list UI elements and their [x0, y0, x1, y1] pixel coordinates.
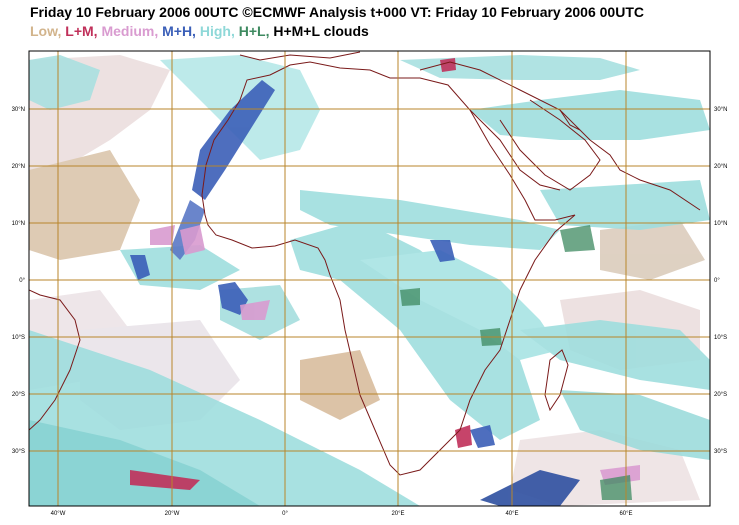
cloud-field	[29, 51, 710, 506]
graticule	[29, 51, 710, 506]
legend-all-levels: H+M+L clouds	[273, 23, 369, 39]
lat-label: 20°N	[714, 164, 727, 170]
lon-label: 0°	[282, 511, 288, 517]
lat-label: 20°S	[12, 392, 25, 398]
legend-low: Low,	[30, 23, 62, 39]
lon-label: 40°E	[505, 511, 518, 517]
lat-label: 20°S	[714, 392, 727, 398]
lat-label: 10°S	[12, 335, 25, 341]
lat-label: 10°N	[714, 221, 727, 227]
lat-label: 30°N	[12, 107, 25, 113]
legend-medium: Medium,	[101, 23, 159, 39]
lat-label: 30°S	[12, 449, 25, 455]
legend-mid-high: M+H,	[162, 23, 196, 39]
lat-label: 0°	[19, 278, 25, 284]
map-frame	[28, 50, 711, 507]
map-title: Friday 10 February 2006 00UTC ©ECMWF Ana…	[30, 4, 644, 20]
lat-labels-left: 30°N 20°N 10°N 0° 10°S 20°S 30°S	[12, 107, 26, 455]
lat-label: 10°S	[714, 335, 727, 341]
lat-label: 30°S	[714, 449, 727, 455]
legend-high-low: H+L,	[238, 23, 270, 39]
lon-labels: 40°W 20°W 0° 20°E 40°E 60°E	[51, 511, 633, 517]
lat-labels-right: 30°N 20°N 10°N 0° 10°S 20°S 30°S	[714, 107, 727, 455]
lat-label: 30°N	[714, 107, 727, 113]
lon-label: 60°E	[619, 511, 632, 517]
lat-label: 20°N	[12, 164, 25, 170]
coastlines	[29, 51, 701, 476]
legend-low-mid: L+M,	[65, 23, 98, 39]
lon-label: 20°E	[391, 511, 404, 517]
legend-high: High,	[199, 23, 235, 39]
lat-label: 10°N	[12, 221, 25, 227]
lat-label: 0°	[714, 278, 720, 284]
cloud-legend: Low, L+M, Medium, M+H, High, H+L, H+M+L …	[30, 23, 369, 39]
lon-label: 40°W	[51, 511, 66, 517]
lon-label: 20°W	[165, 511, 180, 517]
